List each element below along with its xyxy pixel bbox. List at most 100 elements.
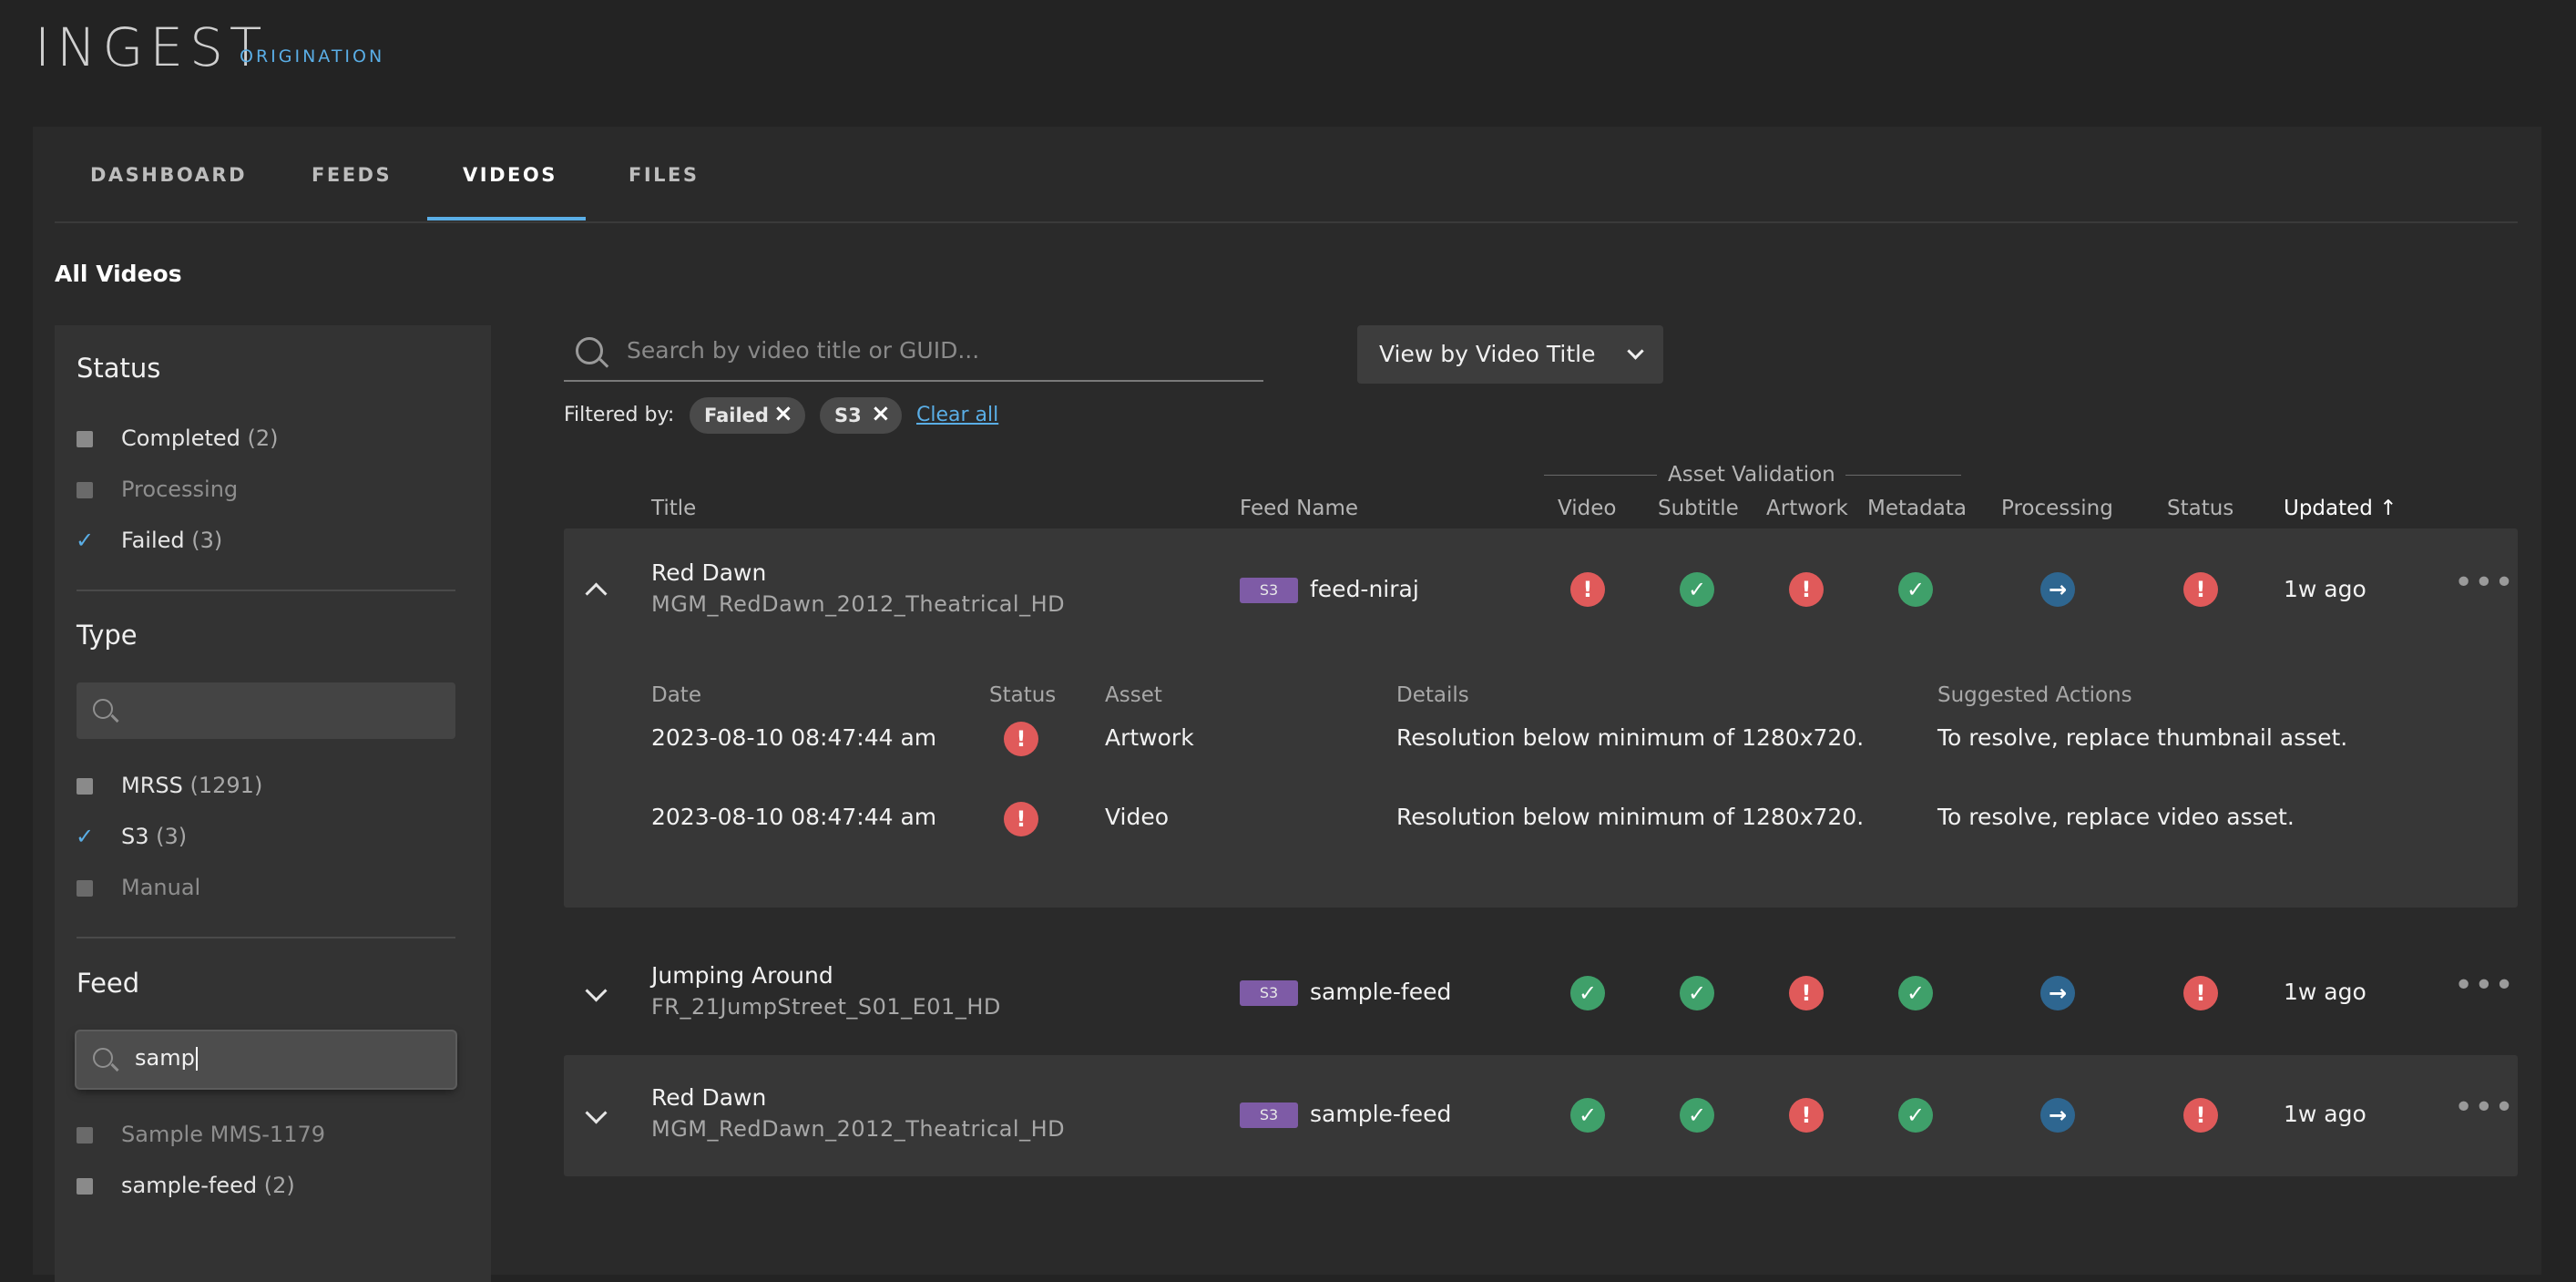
status-error-icon: ! (2183, 572, 2218, 607)
sidebar-divider (77, 590, 455, 591)
tab-videos[interactable]: VIDEOS (463, 164, 557, 186)
detail-message: Resolution below minimum of 1280x720. (1396, 804, 1865, 830)
detail-error-icon: ! (1004, 722, 1038, 756)
tab-dashboard[interactable]: DASHBOARD (90, 164, 248, 186)
view-by-dropdown[interactable]: View by Video Title (1357, 325, 1663, 384)
subtitle-ok-icon: ✓ (1680, 976, 1714, 1010)
row-guid: MGM_RedDawn_2012_Theatrical_HD (651, 591, 1066, 617)
col-feed-name[interactable]: Feed Name (1240, 497, 1359, 520)
feed-sample-feed-checkbox[interactable] (77, 1178, 93, 1195)
type-mrss-checkbox[interactable] (77, 778, 93, 795)
col-title[interactable]: Title (651, 497, 697, 520)
tab-files[interactable]: FILES (629, 164, 700, 186)
row-updated: 1w ago (2284, 979, 2366, 1005)
video-search-input[interactable] (627, 337, 1255, 364)
row-guid: MGM_RedDawn_2012_Theatrical_HD (651, 1116, 1066, 1142)
text-caret (195, 1047, 198, 1071)
close-icon[interactable]: × (871, 400, 891, 427)
processing-arrow-icon: → (2040, 976, 2075, 1010)
table-row (564, 528, 2518, 908)
type-s3-label[interactable]: S3 (3) (121, 824, 188, 849)
feed-sample-feed-label[interactable]: sample-feed (2) (121, 1173, 295, 1198)
video-ok-icon: ✓ (1570, 976, 1605, 1010)
filtered-by-label: Filtered by: (564, 404, 675, 426)
row-feed-name: sample-feed (1310, 1101, 1452, 1127)
type-mrss-label[interactable]: MRSS (1291) (121, 773, 263, 798)
video-ok-icon: ✓ (1570, 1098, 1605, 1133)
detail-col-date: Date (651, 683, 701, 707)
type-s3-checkbox[interactable]: ✓ (76, 824, 95, 849)
status-processing-label[interactable]: Processing (121, 477, 239, 502)
detail-col-asset: Asset (1105, 683, 1162, 707)
row-title[interactable]: Red Dawn (651, 559, 767, 586)
artwork-error-icon: ! (1789, 572, 1824, 607)
asset-validation-rule (1845, 475, 1961, 476)
more-options-icon[interactable]: ••• (2454, 1089, 2515, 1126)
row-title[interactable]: Red Dawn (651, 1084, 767, 1111)
detail-asset: Video (1105, 804, 1170, 830)
tabs-divider (55, 221, 2518, 223)
active-tab-indicator (427, 217, 586, 221)
row-updated: 1w ago (2284, 576, 2366, 602)
source-badge: S3 (1240, 1103, 1298, 1128)
search-underline (564, 380, 1263, 382)
chevron-down-icon (1627, 343, 1644, 360)
asset-validation-heading: Asset Validation (1668, 463, 1835, 487)
type-search-input[interactable] (77, 682, 455, 739)
video-error-icon: ! (1570, 572, 1605, 607)
type-filter-heading: Type (77, 620, 138, 651)
sidebar-divider (77, 937, 455, 938)
search-icon (576, 337, 603, 364)
app-logo-subtitle: ORIGINATION (240, 46, 385, 67)
detail-message: Resolution below minimum of 1280x720. (1396, 724, 1865, 751)
detail-date: 2023-08-10 08:47:44 am (651, 804, 937, 830)
status-completed-label[interactable]: Completed (2) (121, 426, 279, 451)
filter-chip-failed: Failed × (690, 397, 805, 434)
filter-sidebar (55, 325, 491, 1282)
type-manual-checkbox[interactable] (77, 880, 93, 897)
subtitle-ok-icon: ✓ (1680, 1098, 1714, 1133)
search-icon (93, 699, 113, 719)
status-processing-checkbox[interactable] (77, 482, 93, 498)
app-logo: INGEST (35, 16, 269, 78)
close-icon[interactable]: × (773, 400, 793, 427)
row-title[interactable]: Jumping Around (651, 962, 833, 989)
col-metadata: Metadata (1867, 497, 1967, 520)
more-options-icon[interactable]: ••• (2454, 967, 2515, 1004)
detail-col-details: Details (1396, 683, 1469, 707)
metadata-ok-icon: ✓ (1898, 976, 1933, 1010)
page-title: All Videos (55, 261, 182, 287)
search-icon (93, 1048, 113, 1068)
detail-col-suggested-actions: Suggested Actions (1937, 683, 2132, 707)
status-filter-heading: Status (77, 353, 161, 384)
row-feed-name: sample-feed (1310, 979, 1452, 1005)
row-updated: 1w ago (2284, 1101, 2366, 1127)
row-guid: FR_21JumpStreet_S01_E01_HD (651, 994, 1001, 1020)
col-status: Status (2167, 497, 2234, 520)
row-feed-name: feed-niraj (1310, 576, 1419, 602)
status-failed-label[interactable]: Failed (3) (121, 528, 223, 553)
artwork-error-icon: ! (1789, 976, 1824, 1010)
feed-sample-mms-label[interactable]: Sample MMS-1179 (121, 1122, 326, 1147)
detail-asset: Artwork (1105, 724, 1194, 751)
source-badge: S3 (1240, 980, 1298, 1006)
feed-filter-heading: Feed (77, 968, 140, 999)
asset-validation-rule (1544, 475, 1657, 476)
subtitle-ok-icon: ✓ (1680, 572, 1714, 607)
status-failed-checkbox[interactable]: ✓ (76, 528, 95, 553)
processing-arrow-icon: → (2040, 572, 2075, 607)
feed-search-input[interactable]: samp (77, 1031, 455, 1088)
source-badge: S3 (1240, 578, 1298, 603)
col-updated-sort[interactable]: Updated ↑ (2284, 497, 2397, 520)
detail-col-status: Status (989, 683, 1057, 707)
metadata-ok-icon: ✓ (1898, 1098, 1933, 1133)
feed-sample-mms-checkbox[interactable] (77, 1127, 93, 1144)
status-completed-checkbox[interactable] (77, 431, 93, 447)
tab-feeds[interactable]: FEEDS (312, 164, 393, 186)
metadata-ok-icon: ✓ (1898, 572, 1933, 607)
detail-suggested-action: To resolve, replace thumbnail asset. (1937, 724, 2348, 751)
col-subtitle: Subtitle (1658, 497, 1739, 520)
clear-all-link[interactable]: Clear all (916, 404, 999, 426)
type-manual-label[interactable]: Manual (121, 875, 201, 900)
more-options-icon[interactable]: ••• (2454, 564, 2515, 601)
